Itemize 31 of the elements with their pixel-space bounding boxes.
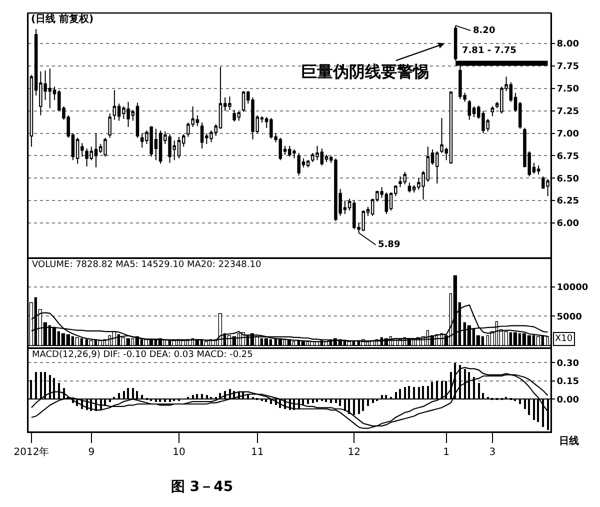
y-tick-label: 7.50 (556, 84, 580, 95)
y-tick-label: 0.30 (556, 358, 580, 369)
annotation: VOLUME: 7828.82 MA5: 14529.10 MA20: 22348.10 (32, 260, 262, 270)
y-tick-label: 7.25 (556, 106, 580, 117)
x-tick-label: 10 (172, 447, 186, 458)
x-tick-label: 2012年 (14, 446, 50, 458)
annotation: 8.20 (473, 26, 496, 36)
annotation: 7.81 - 7.75 (462, 46, 516, 56)
y-tick-label: 0.15 (556, 377, 580, 388)
annotation: 巨量伪阴线要警惕 (301, 62, 429, 81)
annotation: MACD(12,26,9) DIF: -0.10 DEA: 0.03 MACD: -0.25 (32, 350, 253, 360)
x-tick-label: 11 (250, 447, 264, 458)
y-tick-label: 7.00 (556, 129, 580, 140)
x-tick-label: 3 (489, 447, 496, 458)
chart-title: (日线 前复权) (31, 13, 94, 25)
x-tick-label: 12 (348, 447, 361, 458)
y-tick-label: 7.75 (556, 62, 580, 72)
y-tick-label: 6.50 (556, 174, 580, 184)
y-axis-title: X10 (555, 334, 573, 344)
y-tick-label: 10000 (556, 282, 588, 293)
text: 日线 (559, 435, 579, 447)
y-tick-label: 6.75 (556, 152, 580, 162)
y-tick-label: 6.00 (556, 219, 580, 230)
annotation: 5.89 (378, 240, 400, 250)
y-tick-label: 0.00 (556, 395, 580, 406)
y-tick-label: 5000 (556, 312, 582, 322)
y-tick-label: 8.00 (556, 40, 580, 50)
x-tick-label: 9 (88, 447, 95, 458)
caption: 图 3－45 (171, 479, 234, 495)
y-tick-label: 6.25 (556, 196, 580, 207)
x-tick-label: 1 (443, 447, 450, 458)
